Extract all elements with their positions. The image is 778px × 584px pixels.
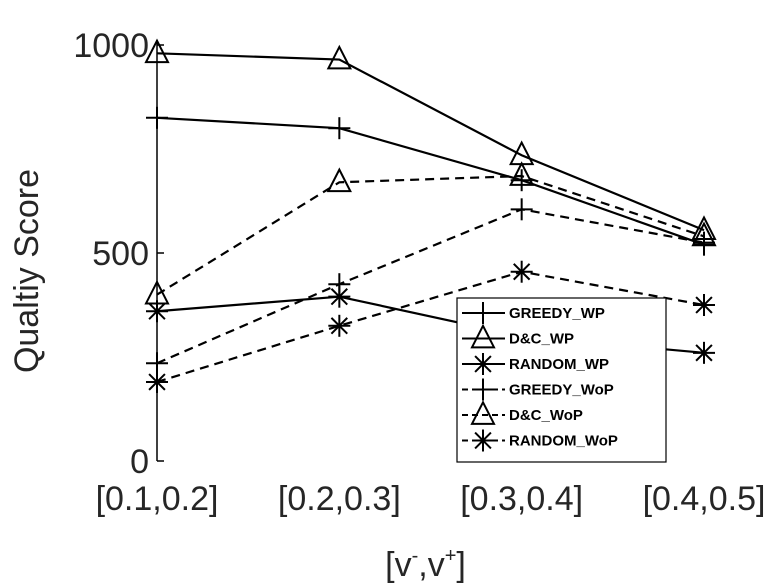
y-ticks: 0 500 1000 bbox=[73, 27, 164, 481]
legend-box bbox=[456, 297, 667, 463]
data-point bbox=[328, 285, 351, 308]
x-axis-title-sup-minus: - bbox=[412, 545, 419, 567]
x-tick-label: [0.1,0.2] bbox=[96, 480, 219, 518]
data-point bbox=[510, 169, 533, 192]
legend-label: RANDOM_WoP bbox=[509, 433, 618, 450]
data-point bbox=[470, 400, 496, 425]
data-point bbox=[146, 106, 168, 129]
legend-item: D&C_WoP bbox=[462, 400, 583, 425]
data-point bbox=[144, 279, 170, 305]
legend-item: RANDOM_WP bbox=[462, 353, 609, 375]
data-point bbox=[509, 140, 535, 166]
data-point bbox=[472, 429, 494, 452]
data-point bbox=[691, 221, 717, 247]
x-axis-title-sup-plus: + bbox=[445, 545, 457, 567]
data-point bbox=[472, 302, 494, 324]
series-line bbox=[156, 116, 705, 246]
series-layer bbox=[144, 38, 717, 393]
x-axis-title: [v-,v+] bbox=[385, 545, 466, 584]
data-point bbox=[472, 378, 494, 401]
legend-label: D&C_WP bbox=[509, 331, 574, 348]
data-point bbox=[326, 167, 352, 193]
series-d-c-wp bbox=[144, 38, 717, 240]
series-d-c-wop bbox=[144, 161, 717, 305]
data-point bbox=[693, 294, 715, 316]
series-line bbox=[156, 52, 705, 232]
data-point bbox=[144, 38, 170, 64]
data-point bbox=[693, 341, 715, 364]
legend: GREEDY_WP D&C_WP RANDOM_WP GREEDY_WoP D&C_Wo… bbox=[456, 297, 667, 463]
legend-label: GREEDY_WoP bbox=[509, 382, 614, 399]
data-point bbox=[328, 273, 351, 296]
x-ticks: [0.1,0.2] [0.2,0.3] [0.3,0.4] [0.4,0.5] bbox=[96, 480, 766, 518]
x-tick-label: [0.3,0.4] bbox=[460, 480, 583, 518]
legend-item: D&C_WP bbox=[462, 323, 574, 349]
legend-label: D&C_WoP bbox=[509, 407, 583, 424]
x-axis-title-base: [v bbox=[385, 546, 411, 584]
x-tick-label: [0.4,0.5] bbox=[643, 480, 766, 518]
x-tick-label: [0.2,0.3] bbox=[278, 480, 401, 518]
data-point bbox=[693, 231, 715, 254]
data-point bbox=[328, 314, 351, 337]
series-random-wop bbox=[146, 260, 715, 393]
legend-label: RANDOM_WP bbox=[509, 356, 609, 373]
y-tick-label: 1000 bbox=[73, 27, 149, 65]
legend-item: RANDOM_WoP bbox=[462, 429, 618, 452]
series-greedy-wp bbox=[146, 106, 715, 256]
x-axis-title-mid: ,v bbox=[418, 546, 444, 584]
data-point bbox=[510, 260, 533, 283]
y-tick-label: 500 bbox=[92, 235, 149, 273]
series-line bbox=[156, 208, 705, 365]
series-line bbox=[156, 174, 705, 296]
data-point bbox=[510, 198, 533, 221]
y-axis-title: Qualtiy Score bbox=[8, 169, 46, 373]
y-tick-label: 0 bbox=[130, 443, 149, 481]
data-point bbox=[146, 352, 168, 375]
legend-item: GREEDY_WP bbox=[462, 302, 605, 324]
x-axis-title-end: ] bbox=[456, 546, 465, 584]
series-line bbox=[156, 270, 705, 384]
data-point bbox=[509, 161, 535, 186]
data-point bbox=[146, 370, 168, 393]
data-point bbox=[328, 117, 351, 140]
axes: 0 500 1000 [0.1,0.2] [0.2,0.3] [0.3,0.4] [0.4… bbox=[73, 27, 765, 518]
series-greedy-wop bbox=[146, 198, 715, 375]
legend-item: GREEDY_WoP bbox=[462, 378, 614, 401]
data-point bbox=[326, 44, 352, 70]
data-point bbox=[472, 353, 494, 375]
legend-label: GREEDY_WP bbox=[509, 305, 605, 322]
data-point bbox=[470, 323, 496, 349]
